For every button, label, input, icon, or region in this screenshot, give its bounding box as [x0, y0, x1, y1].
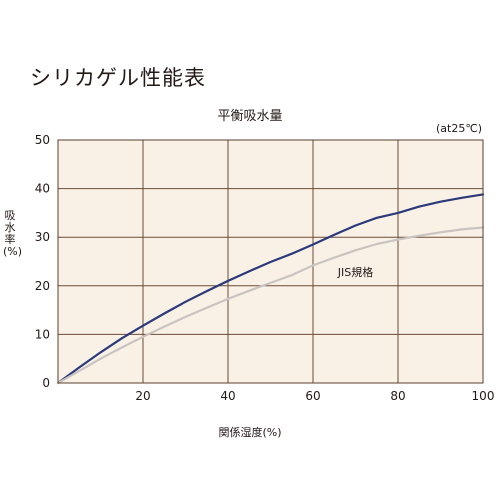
- y-tick-label: 0: [42, 376, 50, 390]
- x-tick-label: 20: [135, 389, 150, 403]
- x-tick-label: 100: [472, 389, 495, 403]
- y-tick-label: 50: [35, 133, 50, 147]
- y-tick-label: 40: [35, 182, 50, 196]
- y-tick-label: 20: [35, 279, 50, 293]
- x-tick-label: 60: [305, 389, 320, 403]
- tick-labels: 20 40 60 80 100 0 10 20 30 40 50: [35, 133, 495, 403]
- series-lines: JIS規格: [56, 193, 485, 385]
- chart-title: 平衡吸水量: [217, 109, 283, 124]
- x-tick-label: 80: [390, 389, 405, 403]
- x-tick-label: 40: [220, 389, 235, 403]
- y-tick-label: 30: [35, 230, 50, 244]
- series-label: JIS規格: [337, 265, 373, 279]
- series-line-2: [56, 226, 485, 385]
- page-title: シリカゲル性能表: [30, 66, 206, 90]
- condition-note: (at25℃): [436, 122, 482, 135]
- x-axis-label: 関係湿度(%): [218, 426, 282, 439]
- series-line-1: [56, 193, 485, 385]
- y-tick-label: 10: [35, 327, 50, 341]
- plot-frame: [57, 139, 484, 384]
